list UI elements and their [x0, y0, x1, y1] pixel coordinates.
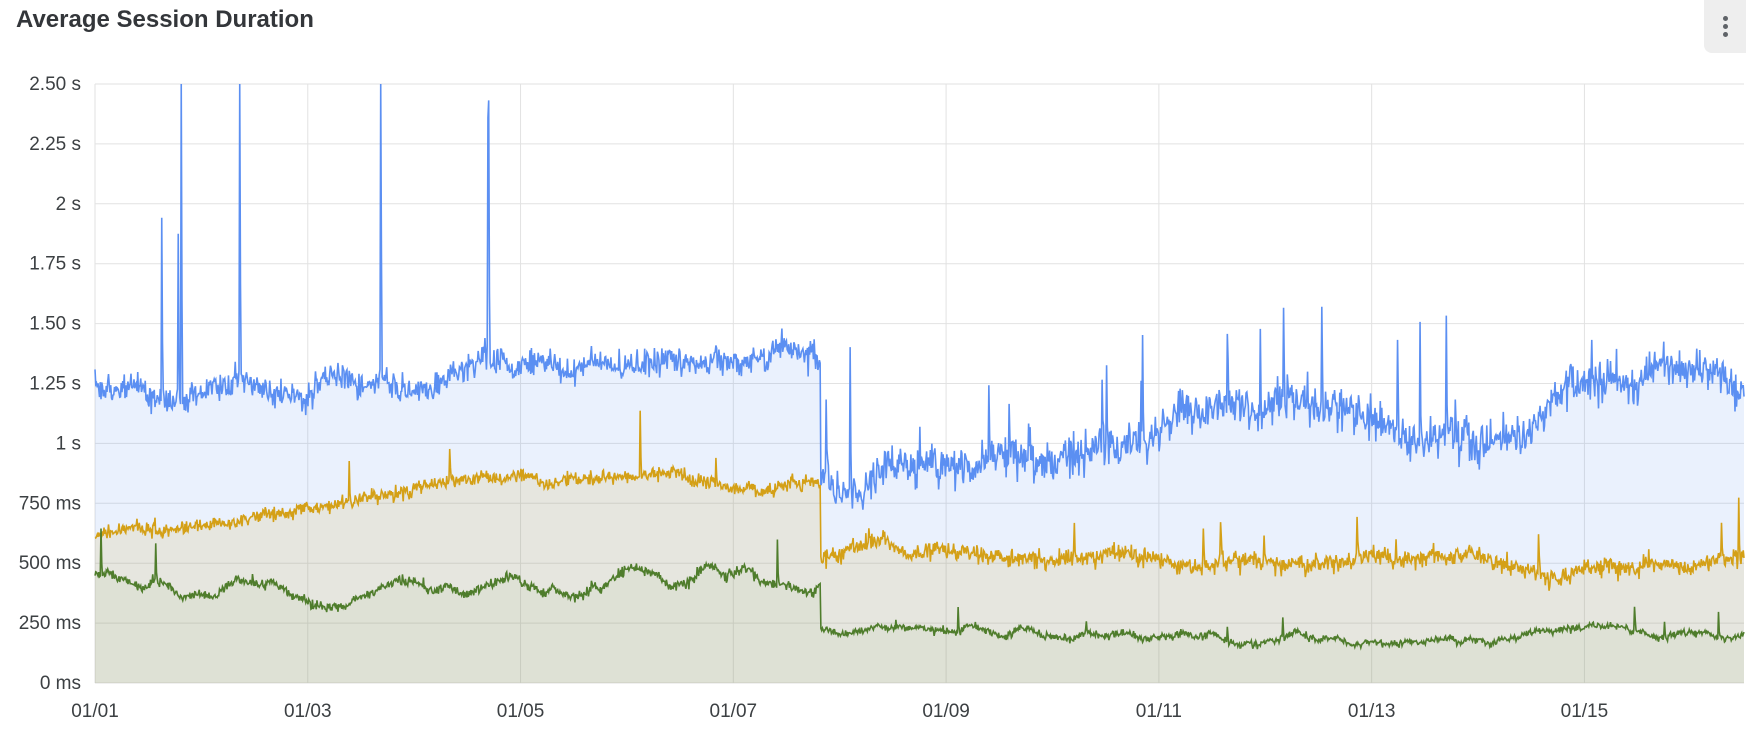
svg-text:2.25 s: 2.25 s [29, 134, 81, 155]
svg-text:500 ms: 500 ms [19, 553, 81, 574]
svg-text:1.25 s: 1.25 s [29, 374, 81, 395]
svg-text:1.75 s: 1.75 s [29, 254, 81, 275]
svg-text:01/01: 01/01 [71, 701, 119, 722]
svg-text:01/11: 01/11 [1136, 701, 1182, 722]
svg-text:01/03: 01/03 [284, 701, 332, 722]
svg-text:0 ms: 0 ms [40, 673, 81, 694]
svg-text:01/05: 01/05 [497, 701, 545, 722]
svg-text:01/13: 01/13 [1348, 701, 1396, 722]
svg-text:01/09: 01/09 [922, 701, 970, 722]
svg-text:1.50 s: 1.50 s [29, 314, 81, 335]
svg-text:01/07: 01/07 [710, 701, 758, 722]
svg-text:2.50 s: 2.50 s [29, 74, 81, 95]
svg-text:01/15: 01/15 [1561, 701, 1609, 722]
svg-text:2 s: 2 s [56, 194, 81, 215]
svg-text:750 ms: 750 ms [19, 493, 81, 514]
svg-text:1 s: 1 s [56, 433, 81, 454]
svg-text:250 ms: 250 ms [19, 613, 81, 634]
